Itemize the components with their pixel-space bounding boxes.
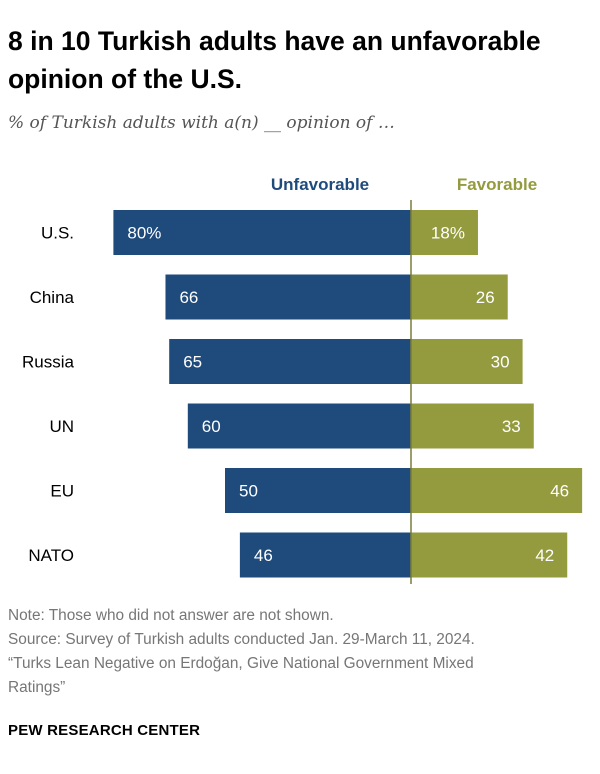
legend-unfavorable: Unfavorable: [271, 175, 369, 194]
bar-favorable: [411, 339, 523, 384]
diverging-bar-chart: Unfavorable Favorable U.S. 80% 18% China 66 26 R…: [22, 175, 583, 584]
bar-unfavorable: [113, 210, 412, 255]
data-label-unfavorable: 60: [202, 417, 221, 436]
bar-unfavorable: [169, 339, 411, 384]
data-label-unfavorable: 46: [254, 546, 273, 565]
bar-unfavorable: [239, 532, 411, 578]
bar-unfavorable: [225, 468, 411, 513]
data-label-unfavorable: 65: [183, 353, 202, 372]
data-label-unfavorable: 66: [179, 288, 198, 307]
category-label: NATO: [28, 546, 74, 565]
data-label-favorable: 18%: [431, 224, 465, 243]
data-label-favorable: 26: [476, 288, 495, 307]
report-title-line1: “Turks Lean Negative on Erdoğan, Give Na…: [8, 655, 474, 672]
chart-subtitle: % of Turkish adults with a(n) __ opinion…: [8, 113, 395, 133]
report-title-line2: Ratings”: [8, 679, 66, 696]
note-text: Note: Those who did not answer are not s…: [8, 607, 334, 624]
data-label-unfavorable: 50: [239, 482, 258, 501]
data-label-favorable: 30: [491, 353, 510, 372]
data-label-unfavorable: 80%: [127, 224, 161, 243]
category-label: Russia: [22, 353, 75, 372]
category-label: EU: [50, 482, 74, 501]
data-label-favorable: 42: [535, 546, 554, 565]
legend-favorable: Favorable: [457, 175, 537, 194]
bar-favorable: [411, 274, 508, 320]
category-label: China: [30, 288, 75, 307]
bar-unfavorable: [187, 403, 411, 449]
data-label-favorable: 33: [502, 417, 521, 436]
pew-logo-text: PEW RESEARCH CENTER: [8, 722, 201, 739]
bar-favorable: [411, 468, 583, 513]
chart-notes: Note: Those who did not answer are not s…: [8, 604, 598, 700]
bar-favorable: [411, 403, 534, 449]
bar-favorable: [411, 532, 568, 578]
data-label-favorable: 46: [550, 482, 569, 501]
chart-title: 8 in 10 Turkish adults have an unfavorab…: [8, 26, 541, 94]
source-text: Source: Survey of Turkish adults conduct…: [8, 631, 475, 648]
category-label: UN: [49, 417, 74, 436]
bar-unfavorable: [165, 274, 411, 320]
category-label: U.S.: [41, 224, 74, 243]
bar-favorable: [411, 210, 478, 255]
